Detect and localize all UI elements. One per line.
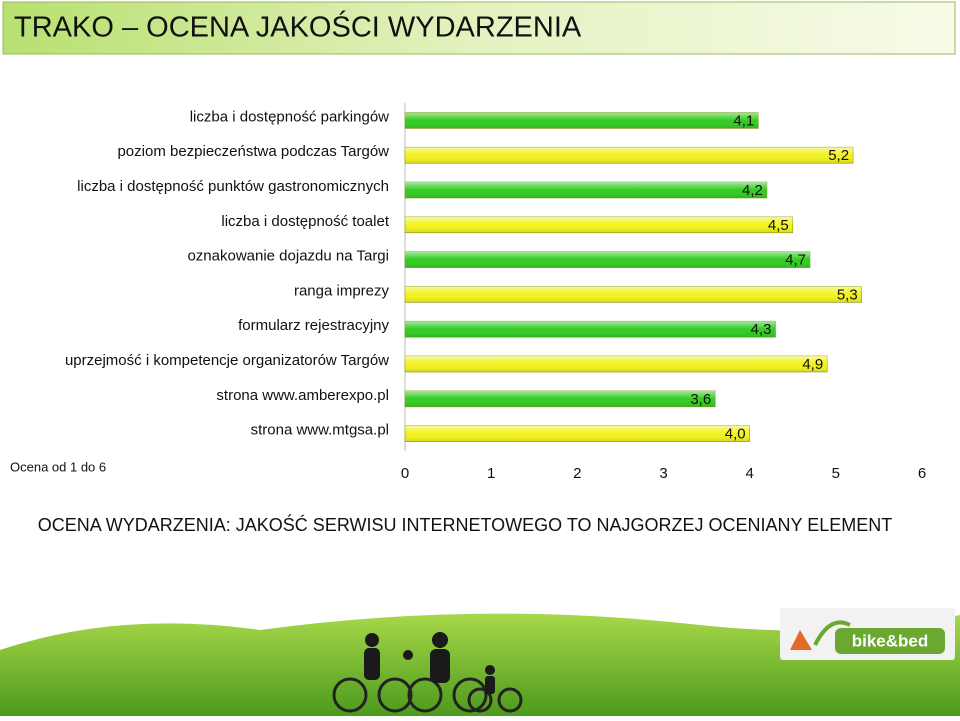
logo: bike&bed <box>852 631 929 650</box>
category-label: liczba i dostępność parkingów <box>190 108 389 125</box>
x-tick-label: 5 <box>832 465 840 482</box>
category-label: oznakowanie dojazdu na Targi <box>187 248 389 265</box>
bar-shine <box>405 390 716 407</box>
value-label: 4,1 <box>733 112 754 129</box>
value-label: 4,3 <box>751 321 772 338</box>
category-label: formularz rejestracyjny <box>238 317 389 334</box>
category-label: poziom bezpieczeństwa podczas Targów <box>117 143 389 160</box>
x-tick-label: 1 <box>487 465 495 482</box>
x-tick-label: 4 <box>745 465 753 482</box>
value-label: 4,0 <box>725 426 746 443</box>
bar-shine <box>405 216 793 233</box>
x-tick-label: 2 <box>573 465 581 482</box>
bar-shine <box>405 182 767 198</box>
annotation: Ocena od 1 do 6 <box>10 459 106 474</box>
photo <box>0 608 960 716</box>
bar-shine <box>405 321 776 338</box>
value-label: 5,3 <box>837 286 858 303</box>
bar-shine <box>405 112 759 129</box>
title-banner <box>2 1 956 55</box>
x-tick-label: 3 <box>659 465 667 482</box>
bar-shine <box>405 147 854 164</box>
category-label: liczba i dostępność toalet <box>221 213 389 230</box>
category-label: uprzejmość i kompetencje organizatorów T… <box>65 352 389 369</box>
category-label: ranga imprezy <box>294 282 390 299</box>
value-label: 4,2 <box>742 182 763 199</box>
value-label: 4,5 <box>768 217 789 234</box>
bar-shine <box>405 286 862 303</box>
category-label: liczba i dostępność punktów gastronomicz… <box>77 178 389 195</box>
value-label: 4,7 <box>785 252 806 269</box>
chart-title: TRAKO – OCENA JAKOŚCI WYDARZENIA <box>14 10 582 44</box>
subtitle: OCENA WYDARZENIA: JAKOŚĆ SERWISU INTERNE… <box>38 514 892 535</box>
category-label: strona www.mtgsa.pl <box>251 422 389 439</box>
x-tick-label: 0 <box>401 465 409 482</box>
bar-shine <box>405 425 750 442</box>
bar-shine <box>405 251 810 268</box>
value-label: 3,6 <box>690 391 711 408</box>
value-label: 5,2 <box>828 147 849 164</box>
bar-shine <box>405 356 828 372</box>
value-label: 4,9 <box>802 356 823 373</box>
category-label: strona www.amberexpo.pl <box>216 387 389 404</box>
x-tick-label: 6 <box>918 465 926 482</box>
